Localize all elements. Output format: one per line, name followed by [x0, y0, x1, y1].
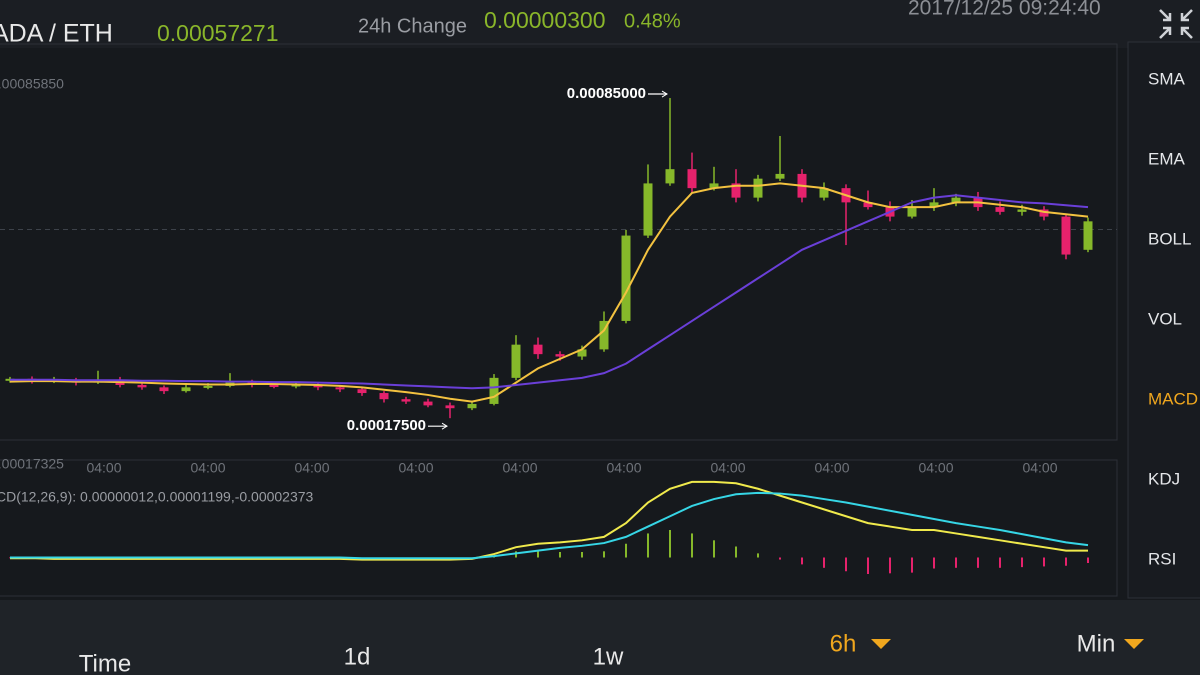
candle-body [621, 235, 631, 321]
interval-tab[interactable]: 6h [830, 630, 857, 657]
x-tick-label: 04:00 [710, 460, 745, 476]
candle-body [863, 202, 873, 208]
candle-body [1017, 209, 1027, 212]
annotation-arrowhead [441, 422, 448, 430]
chart-frame [0, 43, 1118, 441]
candle-body [423, 401, 433, 406]
candle-body [1039, 209, 1049, 217]
indicator-tab[interactable]: KDJ [1148, 469, 1180, 488]
candle-body [511, 344, 521, 378]
candle-body [1083, 221, 1093, 250]
indicator-tab[interactable]: EMA [1148, 149, 1186, 168]
indicator-tab[interactable]: SMA [1148, 69, 1186, 88]
x-tick-label: 04:00 [606, 460, 641, 476]
indicator-tab[interactable]: BOLL [1148, 229, 1191, 248]
candle-body [203, 385, 213, 388]
candle-body [709, 183, 719, 189]
x-tick-label: 04:00 [398, 460, 433, 476]
candle-body [753, 178, 763, 198]
change: 0.00000300 [484, 7, 606, 33]
indicator-tab[interactable]: MACD [1148, 389, 1198, 408]
candle-body [533, 344, 543, 355]
fullscreen-icon[interactable] [1159, 9, 1193, 39]
annotation-label: 0.00085000 [567, 85, 646, 102]
candle-body [687, 169, 697, 189]
header-bar [0, 0, 1200, 48]
y-tick-label: 0.00017325 [0, 456, 64, 472]
bottom-nav-bar [0, 600, 1200, 675]
candle-body [137, 384, 147, 388]
pair: ADA / ETH [0, 20, 113, 48]
x-tick-label: 04:00 [86, 460, 121, 476]
change-pct: 0.48% [624, 10, 681, 32]
change-label: 24h Change [358, 15, 467, 37]
price: 0.00057271 [157, 20, 279, 46]
candle-body [577, 349, 587, 357]
datetime: 2017/12/25 09:24:40 [908, 0, 1101, 20]
candle-body [181, 387, 191, 392]
y-tick-label: 0.00085850 [0, 76, 64, 92]
candle-body [995, 207, 1005, 212]
candle-body [401, 399, 411, 402]
ma-line [9, 182, 1089, 403]
candle-body [951, 197, 961, 203]
candle-body [665, 169, 675, 184]
candle-body [357, 389, 367, 394]
x-tick-label: 04:00 [294, 460, 329, 476]
x-tick-label: 04:00 [190, 460, 225, 476]
ma-line [10, 194, 1089, 390]
candle-body [1061, 216, 1071, 255]
candle-body [159, 387, 169, 392]
candle-body [489, 377, 499, 404]
indicator-tab[interactable]: RSI [1148, 549, 1176, 568]
interval-tab[interactable]: 1d [344, 643, 371, 670]
macd-label: CD(12,26,9): 0.00000012,0.00001199,-0.00… [0, 489, 314, 505]
indicator-tab[interactable]: VOL [1148, 309, 1182, 328]
candle-body [379, 393, 389, 400]
dropdown-arrow [1124, 639, 1144, 649]
candle-body [775, 173, 785, 179]
candle-body [555, 354, 565, 357]
dropdown-arrow [871, 639, 891, 649]
side-menu [1127, 41, 1200, 599]
candle-body [907, 207, 917, 217]
x-tick-label: 04:00 [814, 460, 849, 476]
candle-body [599, 320, 609, 350]
candle-body [819, 188, 829, 198]
macd-frame [0, 459, 1118, 597]
candle-body [643, 183, 653, 236]
macd-dea-line [10, 491, 1089, 560]
annotation-label: 0.00017500 [347, 417, 426, 434]
annotation-arrowhead [661, 90, 668, 98]
x-tick-label: 04:00 [918, 460, 953, 476]
candle-body [467, 403, 477, 409]
interval-tab[interactable]: Time [79, 650, 131, 675]
interval-tab[interactable]: Min [1077, 630, 1116, 657]
macd-dif-line [10, 480, 1088, 561]
candle-body [269, 384, 279, 387]
candle-body [929, 202, 939, 208]
candle-body [731, 183, 741, 198]
candle-body [335, 387, 345, 390]
interval-tab[interactable]: 1w [593, 643, 624, 670]
candle-body [445, 405, 455, 409]
x-tick-label: 04:00 [1022, 460, 1057, 476]
x-tick-label: 04:00 [502, 460, 537, 476]
